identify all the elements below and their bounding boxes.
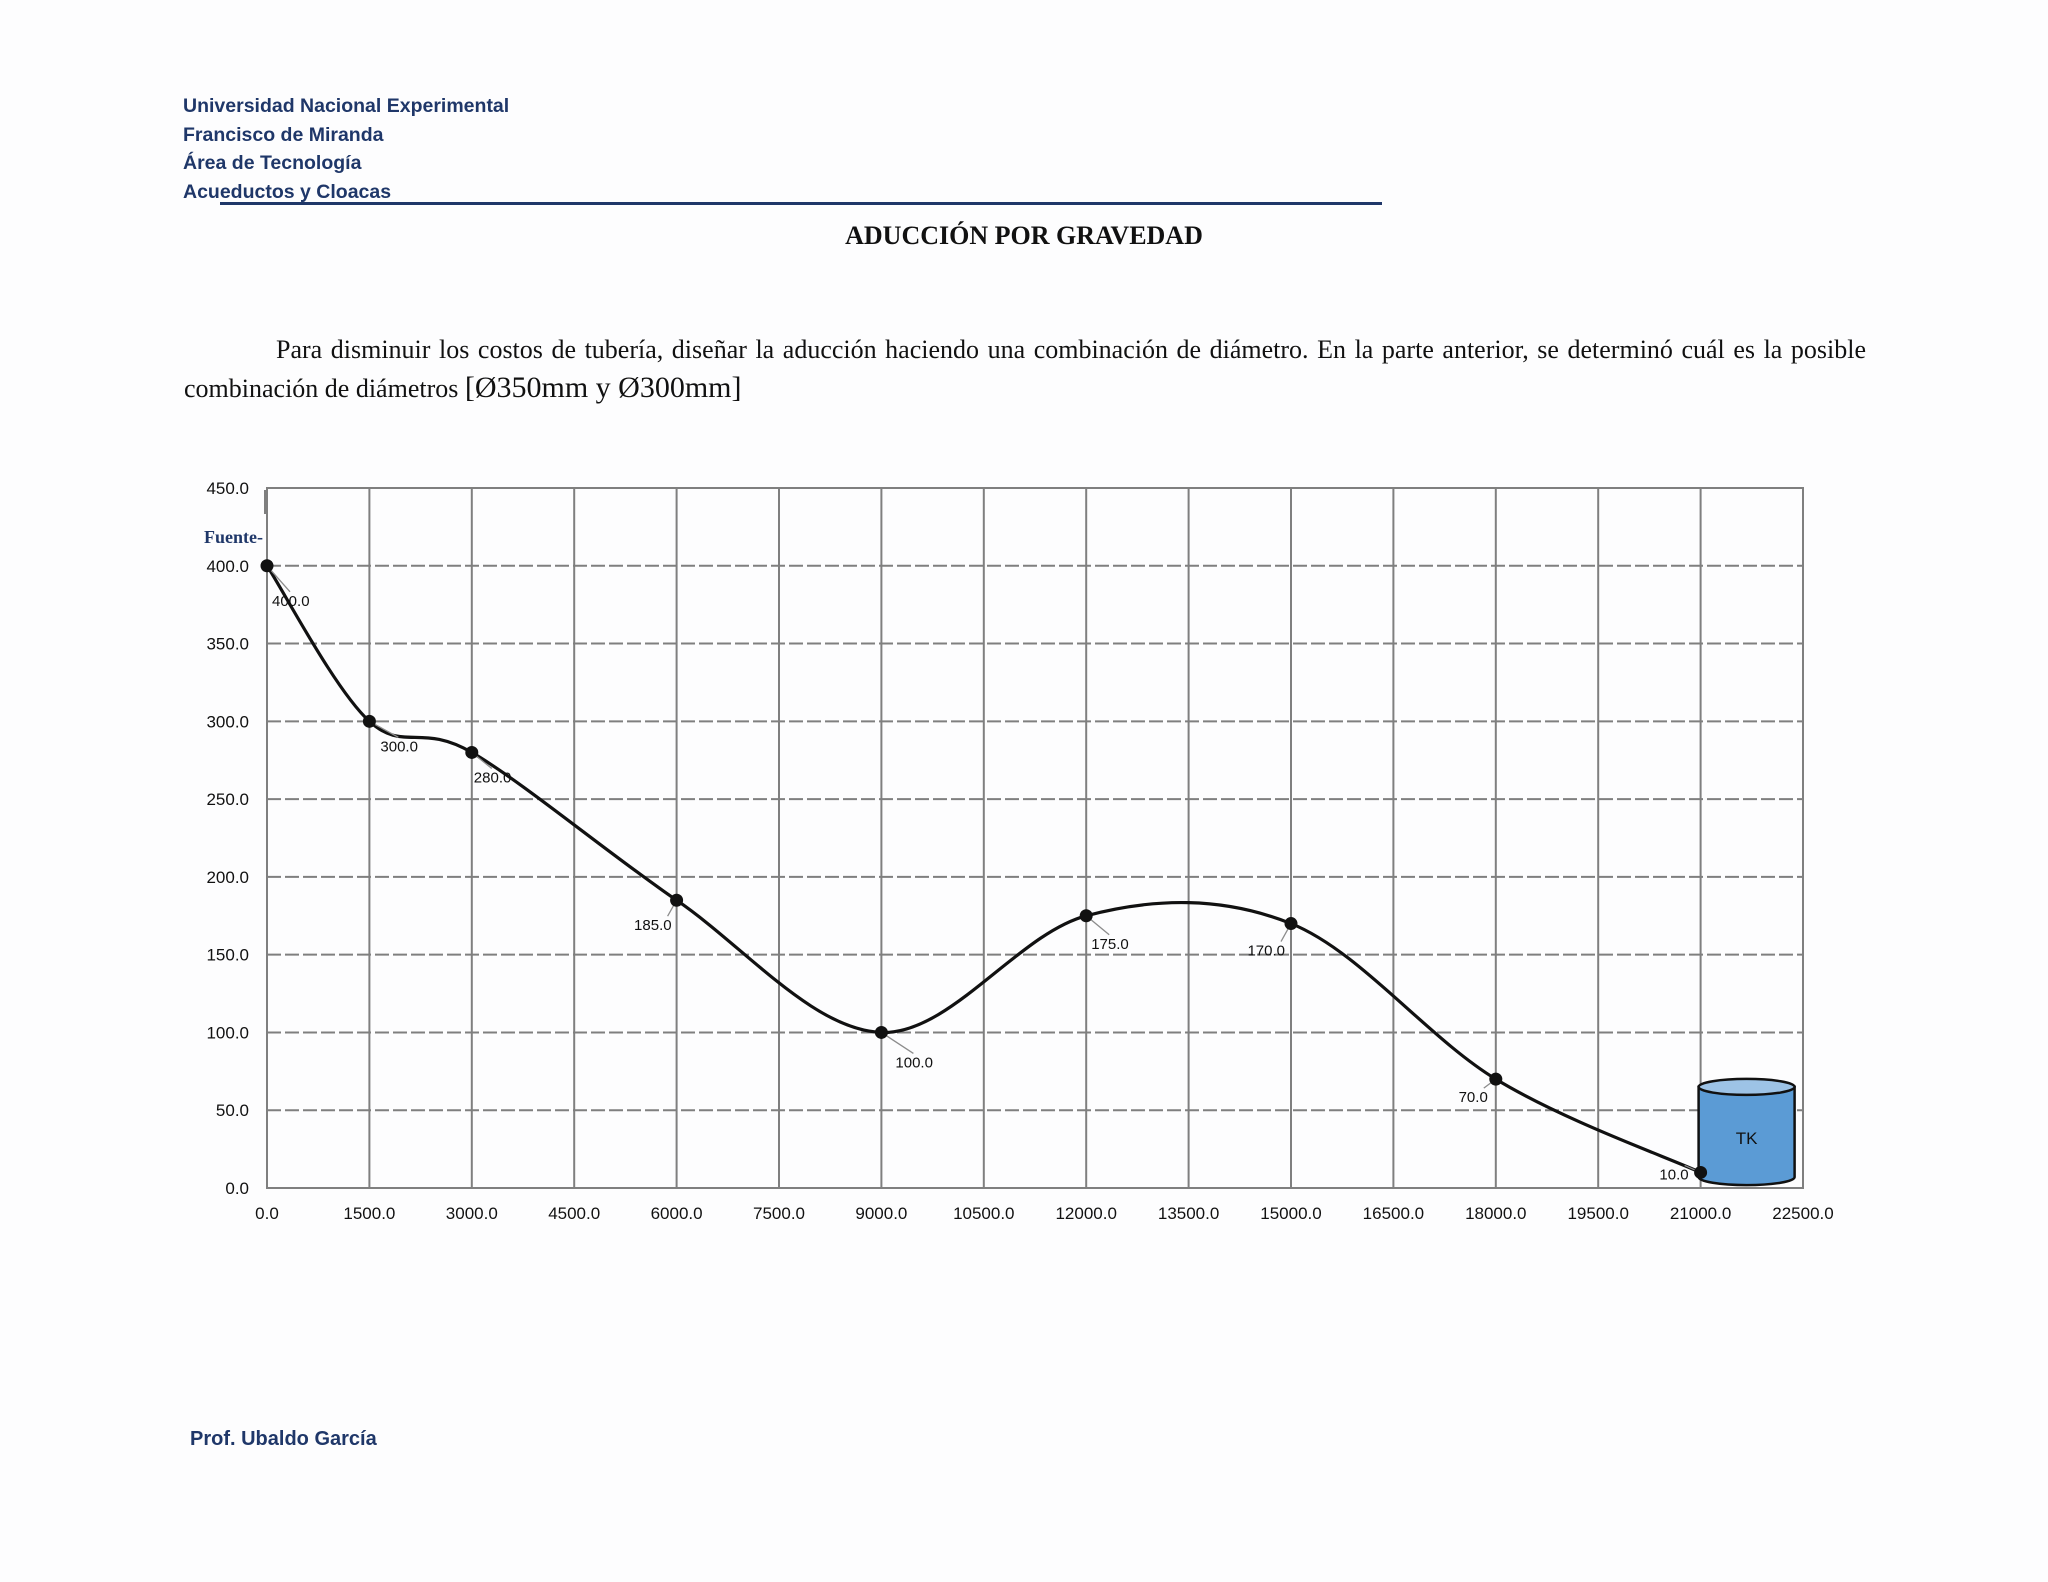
data-point <box>1079 909 1093 923</box>
profile-series-line <box>265 564 1702 1174</box>
intro-text: Para disminuir los costos de tubería, di… <box>184 335 1866 403</box>
data-label: 175.0 <box>1091 936 1129 953</box>
x-tick-label: 4500.0 <box>548 1204 600 1223</box>
x-tick-label: 18000.0 <box>1465 1204 1526 1223</box>
plot-frame <box>266 487 1804 1189</box>
header-divider <box>220 202 1382 205</box>
y-tick-label: 250.0 <box>206 790 249 809</box>
tank-label: TK <box>1736 1129 1758 1148</box>
header-line-course: Acueductos y Cloacas <box>183 180 392 203</box>
data-point <box>1489 1072 1503 1086</box>
x-tick-label: 21000.0 <box>1670 1204 1731 1223</box>
intro-diameters: [Ø350mm y Ø300mm] <box>464 371 742 404</box>
x-tick-label: 10500.0 <box>953 1204 1014 1223</box>
data-point <box>362 714 376 728</box>
y-tick-label: 400.0 <box>206 557 249 576</box>
x-tick-label: 16500.0 <box>1363 1204 1424 1223</box>
data-label: 100.0 <box>895 1054 933 1071</box>
y-tick-label: 300.0 <box>206 712 249 731</box>
data-labels: 400.0 300.0 280.0 185.0 100.0 175.0 170.0 70.0 1… <box>272 593 1689 1184</box>
data-label: 70.0 <box>1459 1089 1488 1106</box>
chart-gridlines <box>266 488 1804 1188</box>
data-label: 170.0 <box>1247 943 1285 960</box>
header-line-campus: Francisco de Miranda <box>183 123 384 146</box>
y-tick-label: 100.0 <box>206 1023 249 1042</box>
data-label: 280.0 <box>474 769 512 786</box>
x-axis-ticks: 0.0 1500.0 3000.0 4500.0 6000.0 7500.0 9000.0 1… <box>255 1204 1834 1223</box>
y-axis-ticks: 0.0 50.0 100.0 150.0 200.0 250.0 300.0 350.0 400… <box>206 479 249 1198</box>
y-tick-label: 0.0 <box>225 1179 249 1198</box>
data-point <box>465 745 479 759</box>
x-tick-label: 15000.0 <box>1260 1204 1321 1223</box>
y-tick-label: 450.0 <box>206 479 249 498</box>
source-label: Fuente- <box>204 527 263 547</box>
data-points <box>260 559 1708 1179</box>
x-tick-label: 22500.0 <box>1772 1204 1833 1223</box>
intro-paragraph: Para disminuir los costos de tubería, di… <box>184 331 1866 408</box>
author-footer: Prof. Ubaldo García <box>190 1428 377 1450</box>
x-tick-label: 1500.0 <box>343 1204 395 1223</box>
data-point <box>1694 1165 1708 1179</box>
page-title: ADUCCIÓN POR GRAVEDAD <box>845 221 1203 250</box>
elevation-profile-chart: 0.0 50.0 100.0 150.0 200.0 250.0 300.0 350.0 400… <box>204 479 1834 1223</box>
data-point <box>670 893 684 907</box>
data-label: 185.0 <box>634 917 672 934</box>
tank-body <box>1697 1085 1796 1187</box>
header-line-university: Universidad Nacional Experimental <box>183 95 510 117</box>
x-tick-label: 0.0 <box>255 1204 279 1223</box>
y-tick-label: 350.0 <box>206 635 249 654</box>
data-label: 400.0 <box>272 593 310 610</box>
data-point <box>260 559 274 573</box>
tank-icon: TK <box>1697 1077 1796 1187</box>
header-line-area: Área de Tecnología <box>183 152 362 174</box>
institution-header: Universidad Nacional Experimental Franci… <box>183 92 509 206</box>
x-tick-label: 12000.0 <box>1055 1204 1116 1223</box>
x-tick-label: 3000.0 <box>446 1204 498 1223</box>
y-tick-label: 50.0 <box>216 1101 249 1120</box>
data-label: 10.0 <box>1659 1166 1688 1183</box>
tank-top <box>1697 1077 1796 1097</box>
x-tick-label: 19500.0 <box>1567 1204 1628 1223</box>
y-tick-label: 150.0 <box>206 946 249 965</box>
data-label: 300.0 <box>380 738 418 755</box>
x-tick-label: 13500.0 <box>1158 1204 1219 1223</box>
x-tick-label: 9000.0 <box>855 1204 907 1223</box>
y-tick-label: 200.0 <box>206 868 249 887</box>
x-tick-label: 6000.0 <box>651 1204 703 1223</box>
x-tick-label: 7500.0 <box>753 1204 805 1223</box>
data-point <box>874 1025 888 1039</box>
data-point <box>1284 917 1298 931</box>
